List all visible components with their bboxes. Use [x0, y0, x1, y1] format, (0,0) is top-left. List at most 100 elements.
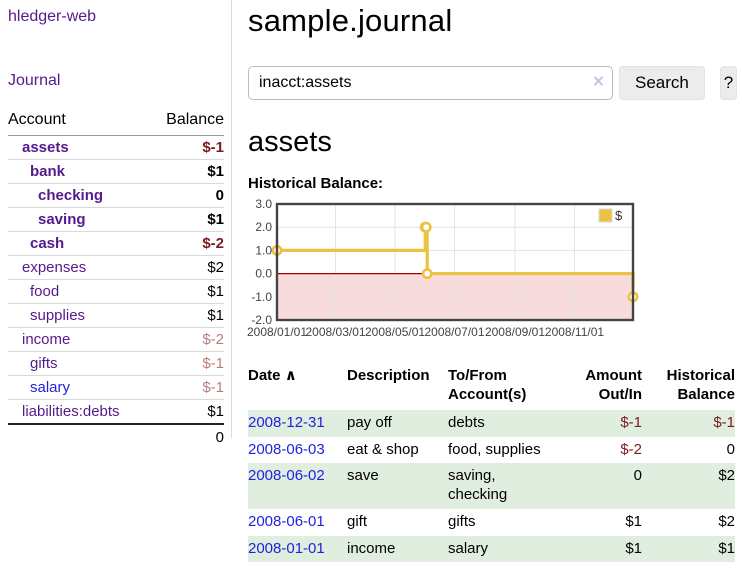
search-box: × — [248, 66, 613, 101]
transaction-date-link[interactable]: 2008-06-01 — [248, 512, 325, 530]
page-title: sample.journal — [248, 3, 453, 38]
account-balance: $-1 — [150, 375, 224, 400]
transaction-balance: $2 — [642, 463, 735, 509]
transaction-amount: $1 — [550, 535, 642, 563]
transaction-date-link[interactable]: 2008-01-01 — [248, 539, 325, 557]
svg-text:1.0: 1.0 — [255, 243, 272, 257]
sidebar: hledger-web Journal Account Balance asse… — [0, 0, 232, 450]
account-row: cash $-2 — [8, 231, 224, 256]
account-row: saving $1 — [8, 207, 224, 232]
svg-text:$: $ — [615, 208, 623, 223]
account-link[interactable]: income — [22, 331, 71, 348]
account-link[interactable]: supplies — [30, 307, 86, 324]
account-cell: income — [8, 327, 151, 352]
transaction-date-cell: 2008-01-01 — [248, 535, 347, 563]
transaction-description: income — [347, 535, 448, 563]
historical-balance-chart: $3.0 2.0 1.0 0.0 -1.0 -2.02008/01/012008/03/0… — [247, 197, 639, 339]
help-button[interactable]: ? — [719, 66, 737, 101]
account-link[interactable]: saving — [38, 211, 86, 228]
transaction-date-link[interactable]: 2008-06-03 — [248, 440, 325, 458]
search-form: × Search ? — [248, 66, 737, 101]
svg-text:-1.0: -1.0 — [251, 290, 272, 304]
sidebar-nav: Journal — [8, 72, 224, 90]
sidebar-item-journal[interactable]: Journal — [8, 72, 61, 89]
account-row: income $-2 — [8, 327, 224, 352]
account-cell: expenses — [8, 255, 151, 280]
account-cell: food — [8, 279, 151, 304]
search-input[interactable] — [248, 66, 613, 101]
app-brand-link[interactable]: hledger-web — [8, 8, 97, 25]
accounts-header-balance: Balance — [150, 111, 224, 136]
account-link[interactable]: cash — [30, 235, 65, 252]
transaction-date-link[interactable]: 2008-12-31 — [248, 413, 325, 431]
account-cell: liabilities:debts — [8, 399, 151, 424]
transaction-date-cell: 2008-06-03 — [248, 437, 347, 464]
account-cell: cash — [8, 231, 151, 256]
transaction-row: 2008-06-02 save saving, checking 0 $2 — [248, 463, 735, 509]
search-button[interactable]: Search — [619, 66, 705, 101]
transaction-date-link[interactable]: 2008-06-02 — [248, 467, 325, 485]
svg-text:2008/05/01: 2008/05/01 — [365, 325, 425, 339]
svg-text:0.0: 0.0 — [255, 267, 272, 281]
accounts-header-row: Account Balance — [8, 111, 224, 136]
account-balance: $1 — [150, 159, 224, 184]
transaction-date-cell: 2008-06-02 — [248, 463, 347, 509]
register-header-description: Description — [347, 366, 430, 384]
svg-text:-2.0: -2.0 — [251, 313, 272, 327]
accounts-total-row: 0 — [8, 423, 224, 450]
account-link[interactable]: assets — [22, 139, 69, 156]
account-row: bank $1 — [8, 159, 224, 184]
transaction-row: 2008-01-01 income salary $1 $1 — [248, 535, 735, 563]
transaction-accounts: gifts — [448, 512, 476, 530]
main-content: sample.journal × Search ? assets Histori… — [247, 0, 737, 563]
svg-text:2.0: 2.0 — [255, 220, 272, 234]
svg-text:2008/01/01: 2008/01/01 — [247, 325, 307, 339]
account-link[interactable]: liabilities:debts — [22, 403, 120, 420]
accounts-total-balance: 0 — [150, 423, 224, 450]
account-row: gifts $-1 — [8, 351, 224, 376]
register-header-accounts: To/From Account(s) — [448, 366, 527, 404]
account-balance: $1 — [150, 279, 224, 304]
clear-search-icon[interactable]: × — [592, 71, 604, 93]
register-header-amount: Amount Out/In — [585, 366, 642, 404]
transaction-accounts: salary — [448, 535, 550, 563]
account-row: salary $-1 — [8, 375, 224, 400]
accounts-table: Account Balance assets $-1 bank $1 checking 0… — [8, 111, 224, 450]
account-balance: $-1 — [150, 351, 224, 376]
account-row: food $1 — [8, 279, 224, 304]
transaction-amount: $-1 — [550, 409, 642, 437]
chart-container: $3.0 2.0 1.0 0.0 -1.0 -2.0 2008/01/01 2008/03/0… — [240, 197, 737, 350]
account-balance: 0 — [150, 183, 224, 208]
chart-title: Historical Balance: — [248, 174, 384, 192]
account-link[interactable]: expenses — [22, 259, 87, 276]
account-balance: $-2 — [150, 231, 224, 256]
register-header-date-label: Date — [248, 366, 281, 384]
account-cell: bank — [8, 159, 151, 184]
account-cell: supplies — [8, 303, 151, 328]
transaction-amount: 0 — [550, 463, 642, 509]
account-row: expenses $2 — [8, 255, 224, 280]
transaction-balance: $-1 — [642, 409, 735, 437]
account-link[interactable]: gifts — [30, 355, 58, 372]
register-table: Date ∧ Description To/From Account(s) Am… — [248, 366, 735, 563]
transaction-balance: $2 — [718, 512, 735, 530]
transaction-row: 2008-12-31 pay off debts $-1 $-1 — [248, 409, 735, 437]
accounts-header-account: Account — [8, 111, 151, 136]
account-link[interactable]: bank — [30, 163, 66, 180]
account-link[interactable]: food — [30, 283, 60, 300]
register-header-balance: Historical Balance — [666, 366, 735, 404]
account-balance: $-2 — [150, 327, 224, 352]
account-link[interactable]: checking — [38, 187, 104, 204]
account-balance: $1 — [150, 399, 224, 424]
transaction-accounts: food, supplies — [448, 440, 541, 458]
transaction-date-cell: 2008-12-31 — [248, 409, 347, 437]
account-link[interactable]: salary — [30, 379, 71, 396]
transaction-description: gift — [347, 512, 368, 530]
transaction-amount: $-2 — [620, 440, 642, 458]
account-row: supplies $1 — [8, 303, 224, 328]
register-header-date: Date ∧ — [248, 366, 347, 410]
account-row: assets $-1 — [8, 136, 224, 160]
transaction-amount: $1 — [625, 512, 642, 530]
account-title: assets — [248, 126, 332, 159]
account-cell: assets — [8, 136, 150, 160]
